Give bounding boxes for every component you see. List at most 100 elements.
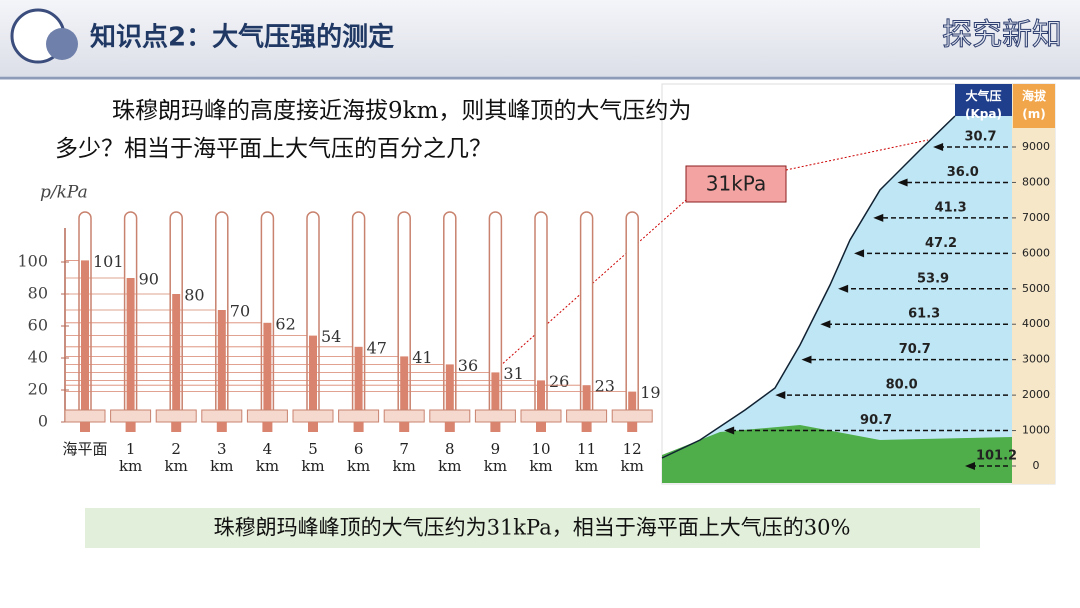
y-tick-label: 40	[28, 348, 48, 367]
y-tick-label: 0	[38, 412, 48, 431]
y-tick-label: 0	[1033, 459, 1040, 472]
tube-base	[201, 409, 243, 423]
leader-line	[785, 139, 929, 171]
conclusion-box	[85, 508, 980, 548]
arrow-head	[838, 284, 849, 293]
x-tick-label: 12 km	[620, 440, 644, 475]
value-label: 90.7	[860, 413, 892, 428]
value-label: 47	[367, 338, 387, 357]
tube-base	[429, 409, 471, 423]
value-label: 41	[412, 348, 432, 367]
arrow-head	[724, 426, 735, 435]
y-tick-label: 2000	[1022, 388, 1050, 401]
tube-base	[383, 409, 425, 423]
y-tick-label: 5000	[1022, 282, 1050, 295]
tube-base	[520, 409, 562, 423]
bar	[537, 380, 545, 422]
tube-stub	[399, 422, 410, 432]
x-tick-label: 9 km	[483, 440, 508, 475]
tube-stub	[536, 422, 546, 432]
bar	[172, 294, 181, 422]
value-label: 41.3	[935, 200, 967, 215]
arrow-head	[854, 249, 865, 258]
mountain	[662, 116, 1012, 483]
x-tick-label: 海平面	[62, 440, 108, 458]
value-label: 61.3	[908, 307, 940, 322]
value-label: 36.0	[947, 165, 979, 180]
value-label: 54	[321, 327, 341, 346]
tube-base	[292, 409, 334, 423]
bar	[445, 364, 454, 422]
header-band	[0, 0, 1080, 76]
value-label: 101.2	[976, 449, 1017, 464]
x-tick-label: 3 km	[210, 440, 234, 475]
value-label: 70.7	[899, 342, 931, 357]
y-tick-label: 7000	[1022, 211, 1050, 224]
tube-base	[246, 409, 288, 423]
tube-stub	[308, 422, 318, 432]
value-label: 90	[139, 270, 159, 289]
y-tick-label: 100	[17, 252, 48, 271]
value-label: 23	[595, 377, 615, 396]
y-tick-label: 6000	[1022, 246, 1050, 259]
x-tick-label: 2 km	[164, 440, 188, 475]
tube-base	[338, 409, 380, 423]
arrow-head	[933, 143, 944, 151]
value-label: 62	[275, 314, 295, 333]
bar	[217, 310, 226, 422]
x-tick-label: 4 km	[255, 440, 280, 475]
conclusion-text: 珠穆朗玛峰峰顶的大气压约为31kPa，相当于海平面上大气压的30%	[214, 516, 851, 540]
question: 珠穆朗玛峰的高度接近海拔9km，则其峰顶的大气压约为多少？相当于海平面上大气压的…	[55, 98, 692, 162]
arrow-head	[820, 320, 831, 329]
bar	[400, 356, 409, 422]
x-tick-label: 10 km	[529, 440, 553, 475]
tube-stub	[125, 422, 136, 432]
x-tick-label: 11 km	[574, 440, 599, 475]
bar	[628, 391, 637, 422]
value-label: 30.7	[965, 130, 997, 145]
slide-title: 知识点2：大气压强的测定	[90, 22, 394, 53]
callout-box	[685, 165, 787, 203]
tube-stub	[353, 422, 364, 432]
altitude-header: 海拔(m)	[1021, 89, 1046, 121]
bar	[81, 260, 89, 422]
y-tick-label: 9000	[1022, 140, 1050, 153]
value-label: 19	[640, 383, 660, 402]
tube-stub	[581, 422, 592, 432]
y-tick-label: 8000	[1022, 175, 1050, 188]
value-label: 101	[93, 252, 124, 271]
bar	[126, 278, 135, 422]
value-label: 80	[184, 286, 204, 305]
tube-base	[566, 409, 608, 423]
x-tick-label: 6 km	[346, 440, 371, 475]
tube-stub	[444, 422, 455, 432]
tube	[625, 211, 639, 418]
arrow-head	[897, 178, 908, 187]
tube-base	[155, 409, 197, 423]
value-label: 70	[230, 302, 250, 321]
altitude-column	[1012, 84, 1055, 484]
alt-header-bg	[1013, 84, 1055, 128]
tube-stub	[80, 422, 90, 432]
value-label: 26	[549, 372, 569, 391]
tube-stub	[627, 422, 638, 432]
x-tick-label: 5 km	[301, 440, 325, 475]
tube-stub	[171, 422, 182, 432]
x-tick-label: 8 km	[438, 440, 462, 475]
tube-base	[110, 409, 152, 423]
bar	[354, 346, 363, 422]
callout-text: 31kPa	[706, 172, 766, 196]
tube-base	[64, 409, 106, 423]
y-tick-label: 80	[28, 284, 48, 303]
arrow-head	[873, 213, 884, 222]
value-label: 47.2	[925, 236, 957, 251]
x-tick-label: 7 km	[392, 440, 416, 475]
y-tick-label: 4000	[1022, 317, 1050, 330]
section-tag: 探究新知	[942, 18, 1062, 53]
slope-line	[661, 115, 956, 459]
x-tick-label: 1 km	[118, 440, 143, 475]
y-tick-label: 1000	[1022, 424, 1050, 437]
arrow-head	[801, 355, 812, 364]
bar	[491, 372, 500, 422]
